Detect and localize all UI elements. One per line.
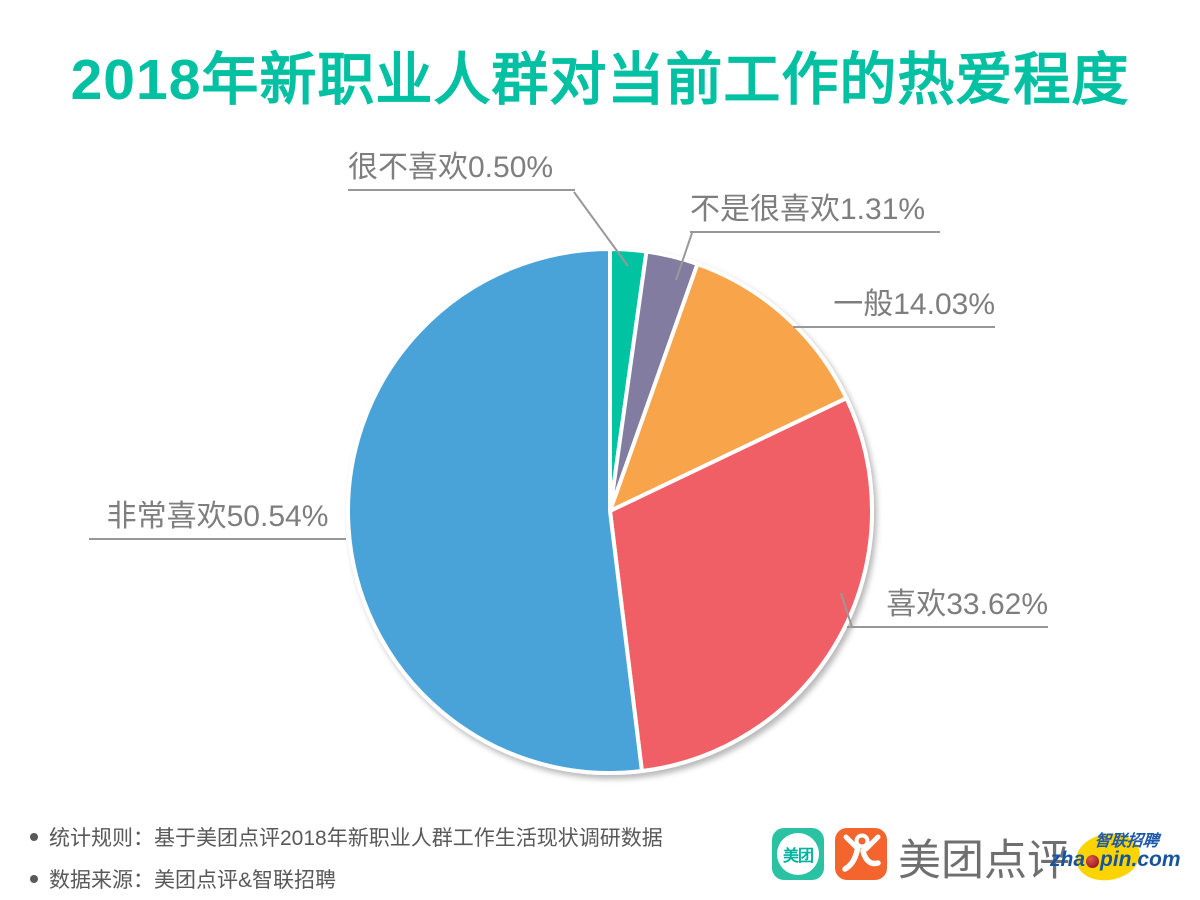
note-text: 数据来源：美团点评&智联招聘 <box>49 869 337 892</box>
leader-line <box>840 592 853 628</box>
zhaopin-red-dot-icon <box>1086 854 1100 868</box>
bullet-icon <box>30 833 38 841</box>
note-text: 统计规则：基于美团点评2018年新职业人群工作生活现状调研数据 <box>49 827 663 850</box>
meituan-logo-text: 美团 <box>782 848 814 865</box>
pie-label-very-like: 非常喜欢50.54% <box>89 500 346 540</box>
leader-line <box>573 191 629 267</box>
zhaopin-logo: 智联招聘 zha pin.com <box>1050 824 1195 886</box>
brand-name-text: 美团点评 <box>898 837 1070 885</box>
pie-slice-一般 <box>608 262 849 513</box>
pie-label-very-dislike: 很不喜欢0.50% <box>348 151 575 191</box>
note-data-source: 数据来源：美团点评&智联招聘 <box>30 864 663 894</box>
footer-notes: 统计规则：基于美团点评2018年新职业人群工作生活现状调研数据 数据来源：美团点… <box>30 822 663 900</box>
pie-label-like: 喜欢33.62% <box>847 588 1048 628</box>
leader-lines-group <box>573 191 853 628</box>
zhaopin-url-text: zha pin.com <box>1050 848 1181 872</box>
note-statistics-rule: 统计规则：基于美团点评2018年新职业人群工作生活现状调研数据 <box>30 822 663 852</box>
pie-label-average: 一般14.03% <box>793 288 995 328</box>
leader-line <box>675 232 693 281</box>
zhaopin-url-part2: pin.com <box>1100 848 1181 871</box>
zhaopin-url-part1: zha <box>1050 848 1086 871</box>
pie-slice-非常喜欢 <box>346 247 644 775</box>
dianping-figure-icon <box>842 833 881 872</box>
meituan-logo-icon: 美团 <box>772 828 824 880</box>
pie-slices-group <box>346 247 874 775</box>
pie-slice-喜欢 <box>608 396 874 774</box>
pie-label-not-like: 不是很喜欢1.31% <box>690 193 940 233</box>
meituan-logo-circle: 美团 <box>777 833 819 875</box>
dianping-logo-icon <box>835 828 887 880</box>
bullet-icon <box>30 875 38 883</box>
chart-title: 2018年新职业人群对当前工作的热爱程度 <box>70 48 1130 112</box>
